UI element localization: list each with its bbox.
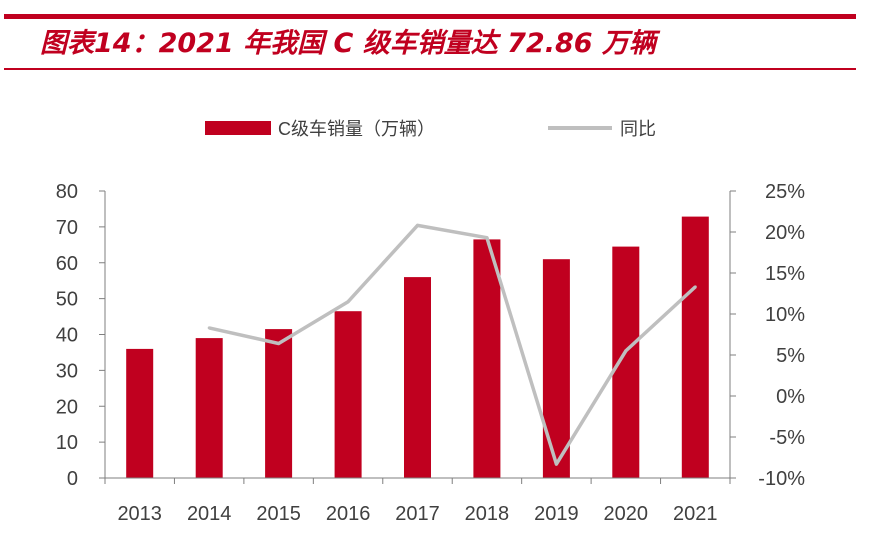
legend-bar-label: C级车销量（万辆） [278, 119, 435, 139]
bar-2019 [542, 259, 570, 478]
yoy-point-2020 [624, 349, 628, 353]
legend: C级车销量（万辆） 同比 [205, 119, 656, 139]
x-tick-label-2017: 2017 [395, 503, 440, 525]
line-series [207, 223, 697, 466]
left-tick-label: 0 [67, 468, 78, 490]
yoy-point-2015 [277, 342, 281, 345]
left-tick-label: 40 [56, 325, 78, 347]
left-tick-label: 20 [56, 396, 78, 418]
x-tick-label-2015: 2015 [256, 503, 301, 525]
right-tick-label: 5% [776, 345, 805, 367]
yoy-point-2016 [346, 300, 350, 304]
axes: 0 10 20 30 40 50 60 70 80 -10% -5% 0% 5% 10% 15% 20% 25%… [56, 181, 805, 525]
x-tick-label-2016: 2016 [326, 503, 371, 525]
yoy-point-2019 [554, 462, 558, 466]
left-tick-label: 70 [56, 217, 78, 239]
right-tick-label: 20% [765, 222, 805, 244]
bar-2021 [681, 216, 709, 478]
title-bottom-rule [4, 68, 856, 70]
legend-bar-swatch [205, 121, 271, 135]
chart-title: 图表14：2021 年我国 C 级车销量达 72.86 万辆 [40, 28, 656, 59]
bar-2014 [195, 338, 223, 478]
bar-2013 [126, 348, 154, 478]
left-tick-label: 10 [56, 432, 78, 454]
x-tick-label-2021: 2021 [673, 503, 718, 525]
right-tick-label: 15% [765, 263, 805, 285]
left-tick-label: 30 [56, 360, 78, 382]
x-tick-label-2013: 2013 [117, 503, 162, 525]
yoy-point-2017 [416, 223, 419, 227]
right-tick-label: 0% [776, 386, 805, 408]
left-tick-label: 60 [56, 253, 78, 275]
bar-2018 [473, 239, 501, 478]
bar-2017 [404, 277, 431, 478]
bar-2015 [265, 329, 293, 478]
yoy-point-2014 [207, 326, 211, 330]
x-tick-label-2018: 2018 [465, 503, 510, 525]
title-top-rule [4, 14, 856, 19]
legend-line-label: 同比 [620, 119, 656, 139]
right-tick-label: 25% [765, 181, 805, 203]
bar-2020 [612, 246, 640, 478]
left-tick-label: 80 [56, 181, 78, 203]
x-tick-label-2019: 2019 [534, 503, 579, 525]
right-tick-label: 10% [765, 304, 805, 326]
bar-series [126, 216, 709, 478]
yoy-point-2021 [693, 285, 697, 289]
right-tick-label: -10% [758, 468, 805, 490]
x-tick-label-2020: 2020 [604, 503, 649, 525]
x-tick-label-2014: 2014 [187, 503, 232, 525]
left-tick-label: 50 [56, 289, 78, 311]
yoy-line [208, 223, 697, 466]
bar-2016 [334, 311, 362, 478]
yoy-point-2018 [485, 236, 489, 240]
right-tick-label: -5% [769, 427, 805, 449]
